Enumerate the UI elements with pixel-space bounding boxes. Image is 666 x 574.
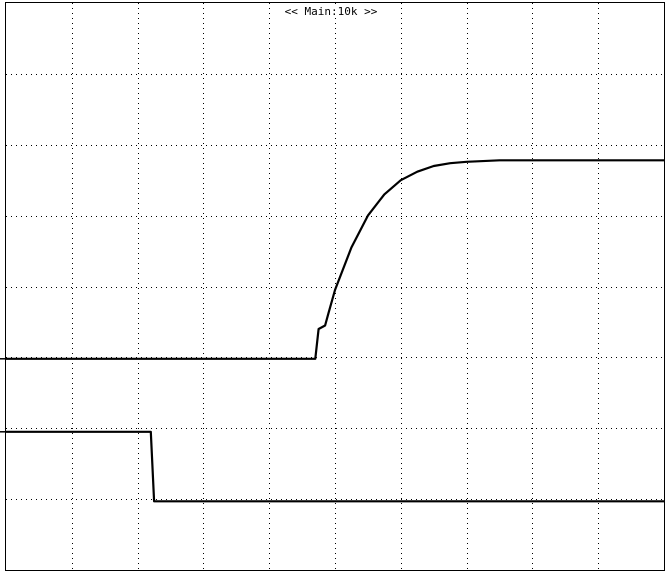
channel-marker-layer (0, 358, 6, 433)
trace-layer (6, 159, 664, 503)
header-label-backdrop (270, 4, 392, 18)
trace-channel-2 (6, 430, 664, 503)
screen-frame (5, 2, 665, 571)
trace-channel-1 (6, 159, 664, 360)
timebase-label: << Main:10k >> (285, 5, 378, 18)
